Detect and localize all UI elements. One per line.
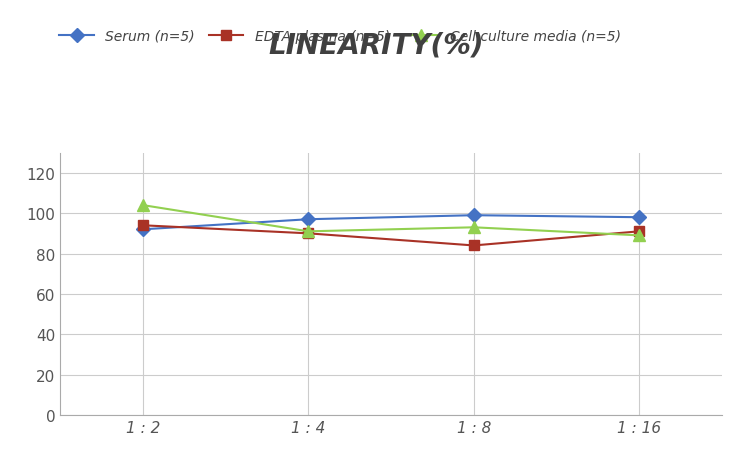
Cell culture media (n=5) [635, 233, 644, 239]
EDTA plasma (n=5) [469, 243, 478, 249]
Line: Serum (n=5): Serum (n=5) [138, 211, 644, 235]
EDTA plasma (n=5) [304, 231, 313, 236]
Serum (n=5) [635, 215, 644, 221]
Serum (n=5) [304, 217, 313, 222]
Line: Cell culture media (n=5): Cell culture media (n=5) [138, 200, 644, 241]
EDTA plasma (n=5) [138, 223, 147, 229]
Serum (n=5) [469, 213, 478, 218]
EDTA plasma (n=5) [635, 229, 644, 235]
Text: LINEARITY(%): LINEARITY(%) [268, 32, 484, 60]
Legend: Serum (n=5), EDTA plasma (n=5), Cell culture media (n=5): Serum (n=5), EDTA plasma (n=5), Cell cul… [54, 24, 626, 49]
Cell culture media (n=5) [138, 203, 147, 208]
Cell culture media (n=5) [304, 229, 313, 235]
Cell culture media (n=5) [469, 225, 478, 230]
Line: EDTA plasma (n=5): EDTA plasma (n=5) [138, 221, 644, 251]
Serum (n=5) [138, 227, 147, 233]
